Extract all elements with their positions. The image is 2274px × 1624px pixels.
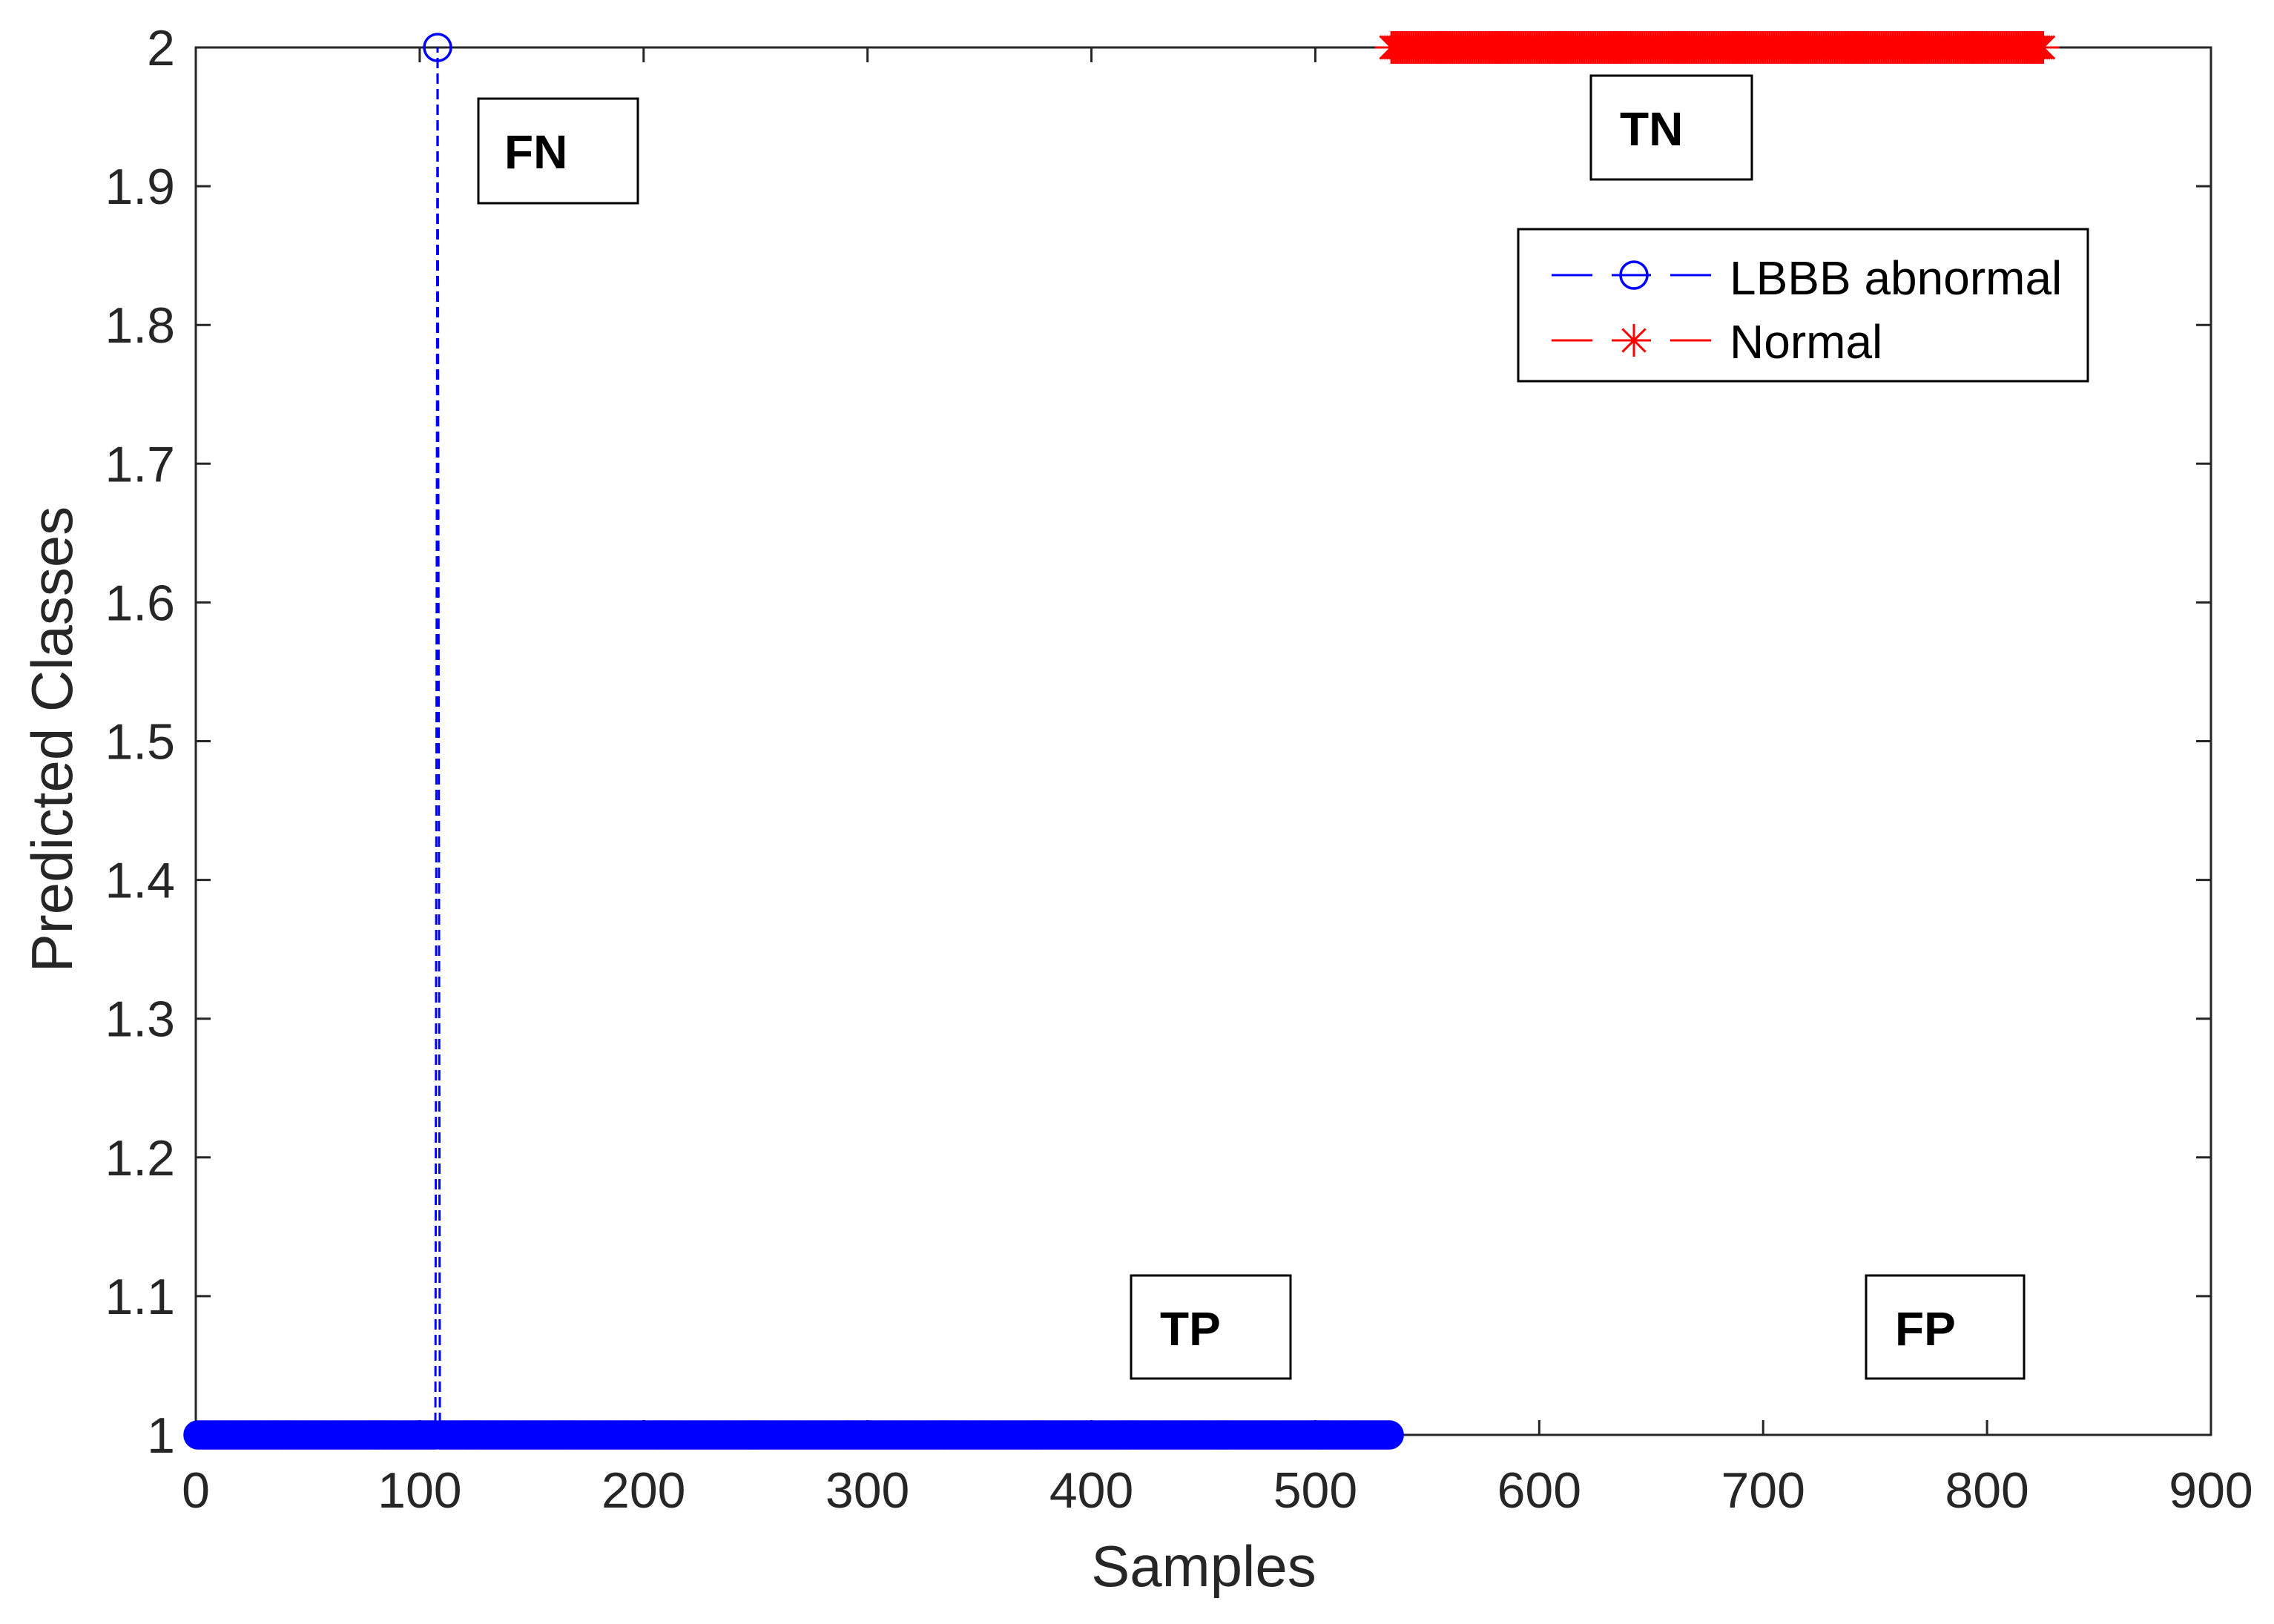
annotation-fn: FN — [477, 97, 639, 205]
x-tick-label: 800 — [1945, 1462, 2029, 1519]
legend-box — [1517, 228, 2089, 383]
x-axis-label: Samples — [1091, 1534, 1316, 1599]
y-tick-label: 1.6 — [105, 575, 175, 631]
x-tick-label: 400 — [1049, 1462, 1133, 1519]
annotation-fp: FP — [1865, 1274, 2026, 1380]
annotation-fp-box — [1865, 1274, 2026, 1380]
legend-asterisk-marker — [1618, 324, 1650, 357]
annotation-tn-label: TN — [1620, 102, 1683, 156]
annotation-tp: TP — [1130, 1274, 1292, 1380]
x-tick-label: 500 — [1273, 1462, 1357, 1519]
annotation-fp-label: FP — [1895, 1302, 1956, 1356]
y-tick-label: 1.7 — [105, 436, 175, 492]
annotation-tp-box — [1130, 1274, 1292, 1380]
y-tick-label: 1.9 — [105, 159, 175, 215]
lbbb-abnormal-marker — [423, 33, 452, 62]
legend-circle-marker — [1619, 260, 1649, 290]
y-tick-label: 1.5 — [105, 714, 175, 770]
annotation-fn-box — [477, 97, 639, 205]
normal-marker — [2026, 31, 2060, 64]
y-tick-label: 1.1 — [105, 1269, 175, 1325]
y-tick-label: 1 — [147, 1407, 175, 1464]
x-tick-label: 900 — [2169, 1462, 2252, 1519]
y-tick-label: 1.2 — [105, 1130, 175, 1186]
annotation-tn-box — [1589, 74, 1753, 181]
x-tick-label: 600 — [1497, 1462, 1581, 1519]
x-tick-label: 700 — [1721, 1462, 1805, 1519]
legend-label-normal: Normal — [1730, 315, 1882, 369]
normal-series — [1375, 31, 2060, 64]
x-tick-label: 300 — [825, 1462, 909, 1519]
annotation-tn: TN — [1589, 74, 1753, 181]
y-axis-label: Predicted Classes — [19, 506, 85, 973]
y-tick-label: 1.4 — [105, 853, 175, 909]
annotation-fn-label: FN — [504, 125, 567, 179]
x-tick-label: 0 — [182, 1462, 210, 1519]
y-tick-label: 1.8 — [105, 297, 175, 354]
legend: LBBB abnormal Normal — [1517, 228, 2089, 383]
x-tick-label: 200 — [602, 1462, 685, 1519]
tick-labels: 0 100 200 300 400 500 600 700 800 900 1 1.1 1.2 1.3 1.… — [105, 20, 2252, 1519]
x-tick-label: 100 — [378, 1462, 461, 1519]
annotation-tp-label: TP — [1160, 1302, 1221, 1356]
legend-label-lbbb-abnormal: LBBB abnormal — [1730, 251, 2062, 305]
legend-entry-normal: Normal — [1552, 315, 1882, 369]
lbbb-abnormal-series — [183, 33, 1404, 1450]
y-tick-label: 2 — [147, 20, 175, 76]
data-series — [183, 31, 2060, 1450]
lbbb-abnormal-marker — [1374, 1420, 1404, 1450]
legend-entry-lbbb-abnormal: LBBB abnormal — [1552, 251, 2062, 305]
y-tick-label: 1.3 — [105, 991, 175, 1048]
